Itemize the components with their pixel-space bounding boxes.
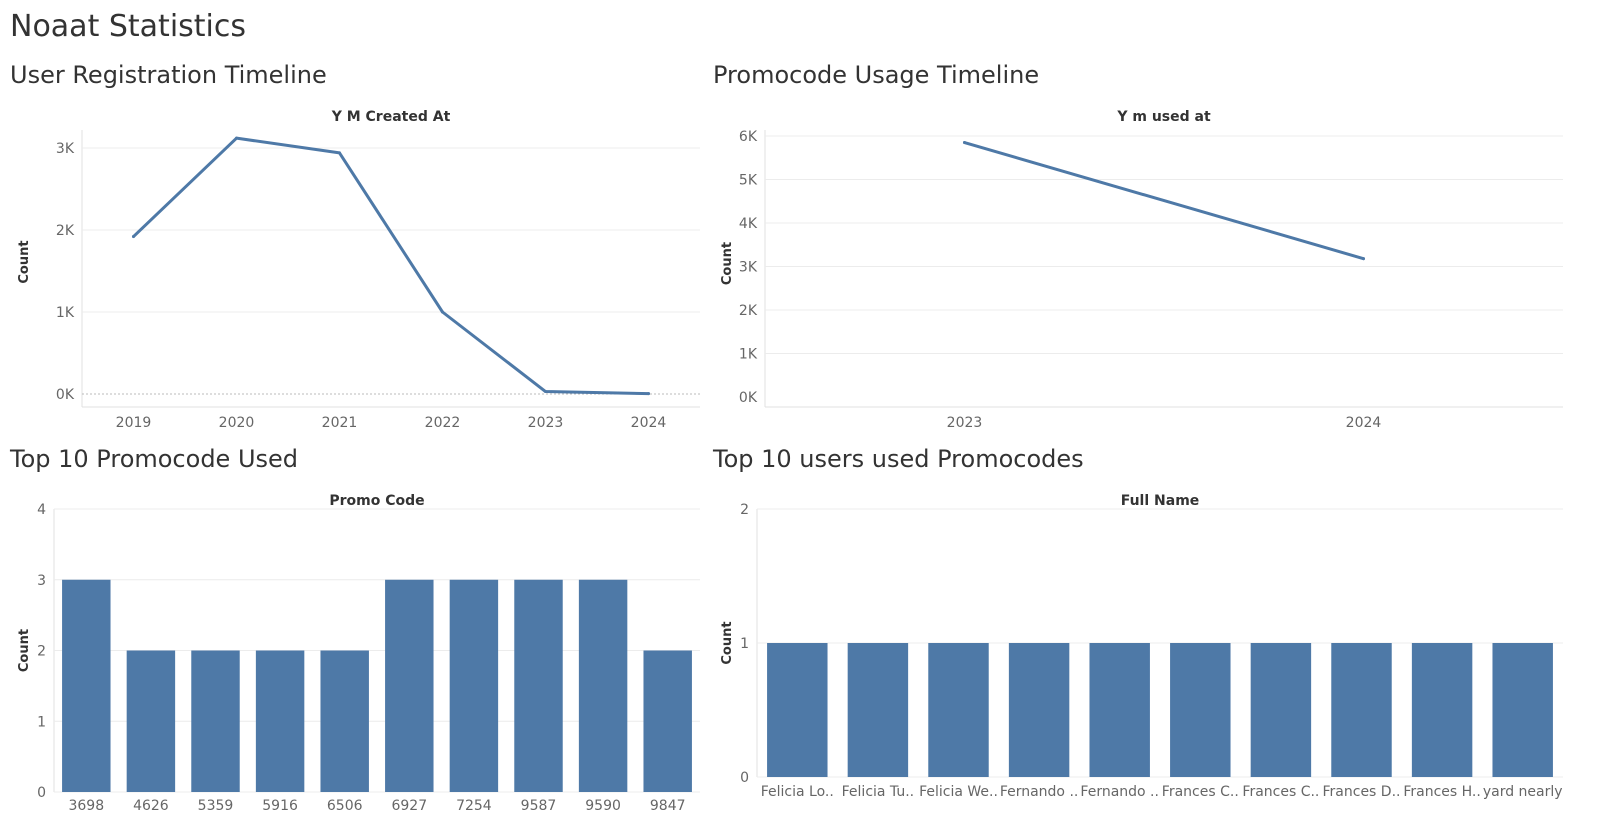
y-axis-title-registration: Count bbox=[17, 240, 32, 283]
x-tick-label-top_users: Frances C.. bbox=[1242, 784, 1319, 800]
x-tick-label-top_users: Frances D.. bbox=[1323, 784, 1401, 800]
x-tick-label-top_promo: 3698 bbox=[68, 798, 104, 814]
chart-header-registration: Y M Created At bbox=[331, 109, 451, 125]
x-tick-label-top_users: Felicia Lo.. bbox=[761, 784, 834, 800]
bar-top_users bbox=[767, 643, 828, 777]
x-tick-label-top_promo: 5359 bbox=[198, 798, 234, 814]
bar-top_users bbox=[1331, 643, 1392, 777]
series-line-registration bbox=[132, 136, 650, 396]
bar-top_users bbox=[1492, 643, 1553, 777]
x-tick-label-top_promo: 6506 bbox=[327, 798, 363, 814]
y-tick-label-registration: 1K bbox=[56, 305, 75, 321]
x-tick-label-registration: 2023 bbox=[528, 415, 564, 431]
bar-top_users bbox=[1250, 643, 1312, 777]
x-tick-label-top_promo: 9590 bbox=[585, 798, 621, 814]
data-point-usage bbox=[963, 141, 966, 145]
y-tick-label-registration: 0K bbox=[56, 387, 75, 403]
y-tick-label-top_promo: 1 bbox=[37, 714, 46, 730]
panel-title-usage: Promocode Usage Timeline bbox=[713, 61, 1040, 89]
x-tick-label-top_promo: 9587 bbox=[521, 798, 557, 814]
y-tick-label-usage: 2K bbox=[739, 303, 758, 319]
x-tick-label-usage: 2023 bbox=[947, 415, 983, 431]
x-tick-label-registration: 2024 bbox=[631, 415, 667, 431]
x-tick-label-top_users: Fernando .. bbox=[1000, 784, 1079, 800]
data-point-registration bbox=[544, 390, 547, 394]
y-tick-label-registration: 2K bbox=[56, 223, 75, 239]
x-tick-label-top_users: Fernando .. bbox=[1080, 784, 1159, 800]
x-tick-label-top_promo: 9847 bbox=[650, 798, 686, 814]
y-tick-label-usage: 4K bbox=[739, 216, 758, 232]
x-tick-label-top_promo: 5916 bbox=[262, 798, 298, 814]
x-tick-label-usage: 2024 bbox=[1346, 415, 1382, 431]
y-tick-label-top_users: 1 bbox=[740, 636, 749, 652]
y-tick-label-usage: 5K bbox=[739, 173, 758, 189]
panel-top-users: Top 10 users used Promocodes bbox=[713, 446, 1573, 826]
chart-header-usage: Y m used at bbox=[1116, 109, 1211, 125]
x-tick-label-top_promo: 7254 bbox=[456, 798, 492, 814]
x-tick-label-top_users: Felicia Tu.. bbox=[842, 784, 915, 800]
x-tick-label-top_users: Frances C.. bbox=[1162, 784, 1239, 800]
data-point-registration bbox=[338, 151, 341, 155]
bar-top_users bbox=[847, 643, 909, 777]
bar-top_promo bbox=[385, 579, 434, 792]
panel-top-promo: Top 10 Promocode Used bbox=[10, 446, 710, 826]
panel-title-top-users: Top 10 users used Promocodes bbox=[713, 445, 1084, 473]
panel-title-registration: User Registration Timeline bbox=[10, 61, 327, 89]
y-tick-label-registration: 3K bbox=[56, 141, 75, 157]
data-point-registration bbox=[132, 235, 135, 239]
y-axis-title-top_users: Count bbox=[720, 621, 735, 664]
x-tick-label-top_promo: 4626 bbox=[133, 798, 169, 814]
x-tick-label-registration: 2019 bbox=[116, 415, 152, 431]
y-axis-title-top_promo: Count bbox=[17, 629, 32, 672]
y-tick-label-top_promo: 3 bbox=[37, 573, 46, 589]
y-tick-label-usage: 3K bbox=[739, 260, 758, 276]
bar-top_promo bbox=[449, 579, 499, 792]
y-tick-label-top_promo: 2 bbox=[37, 644, 46, 660]
bar-top_promo bbox=[126, 650, 176, 792]
data-point-registration bbox=[235, 136, 238, 140]
panel-registration: User Registration Timeline bbox=[10, 62, 710, 442]
y-tick-label-top_promo: 0 bbox=[37, 785, 46, 801]
chart-header-top_promo: Promo Code bbox=[329, 493, 424, 509]
bar-top_users bbox=[1008, 643, 1070, 777]
dashboard-title: Noaat Statistics bbox=[10, 9, 247, 44]
y-tick-label-usage: 1K bbox=[739, 347, 758, 363]
bar-top_promo bbox=[255, 650, 305, 792]
x-tick-label-top_users: Frances H.. bbox=[1403, 784, 1480, 800]
panel-title-top-promo: Top 10 Promocode Used bbox=[10, 445, 299, 473]
x-tick-label-registration: 2020 bbox=[219, 415, 255, 431]
y-tick-label-usage: 6K bbox=[739, 129, 758, 145]
y-tick-label-top_users: 0 bbox=[740, 770, 749, 786]
x-tick-label-registration: 2021 bbox=[322, 415, 358, 431]
y-axis-title-usage: Count bbox=[720, 242, 735, 285]
x-tick-label-registration: 2022 bbox=[425, 415, 461, 431]
bar-top_promo bbox=[514, 579, 563, 792]
x-tick-label-top_users: Felicia We.. bbox=[919, 784, 998, 800]
series-line-usage bbox=[963, 141, 1365, 261]
panel-usage: Promocode Usage Timeline bbox=[713, 62, 1573, 442]
y-tick-label-top_users: 2 bbox=[740, 502, 749, 518]
bar-top_users bbox=[928, 643, 989, 777]
x-tick-label-top_users: yard nearly bbox=[1483, 784, 1563, 800]
bar-top_promo bbox=[191, 650, 240, 792]
bar-top_promo bbox=[643, 650, 692, 792]
bar-top_promo bbox=[578, 579, 628, 792]
y-tick-label-top_promo: 4 bbox=[37, 502, 46, 518]
data-point-usage bbox=[1362, 257, 1365, 261]
bar-top_users bbox=[1411, 643, 1473, 777]
bar-top_promo bbox=[320, 650, 369, 792]
data-point-registration bbox=[647, 392, 650, 396]
y-tick-label-usage: 0K bbox=[739, 390, 758, 406]
x-tick-label-top_promo: 6927 bbox=[391, 798, 427, 814]
chart-header-top_users: Full Name bbox=[1121, 493, 1200, 509]
bar-top_users bbox=[1089, 643, 1150, 777]
bar-top_promo bbox=[62, 579, 111, 792]
data-point-registration bbox=[441, 310, 444, 314]
bar-top_users bbox=[1170, 643, 1231, 777]
